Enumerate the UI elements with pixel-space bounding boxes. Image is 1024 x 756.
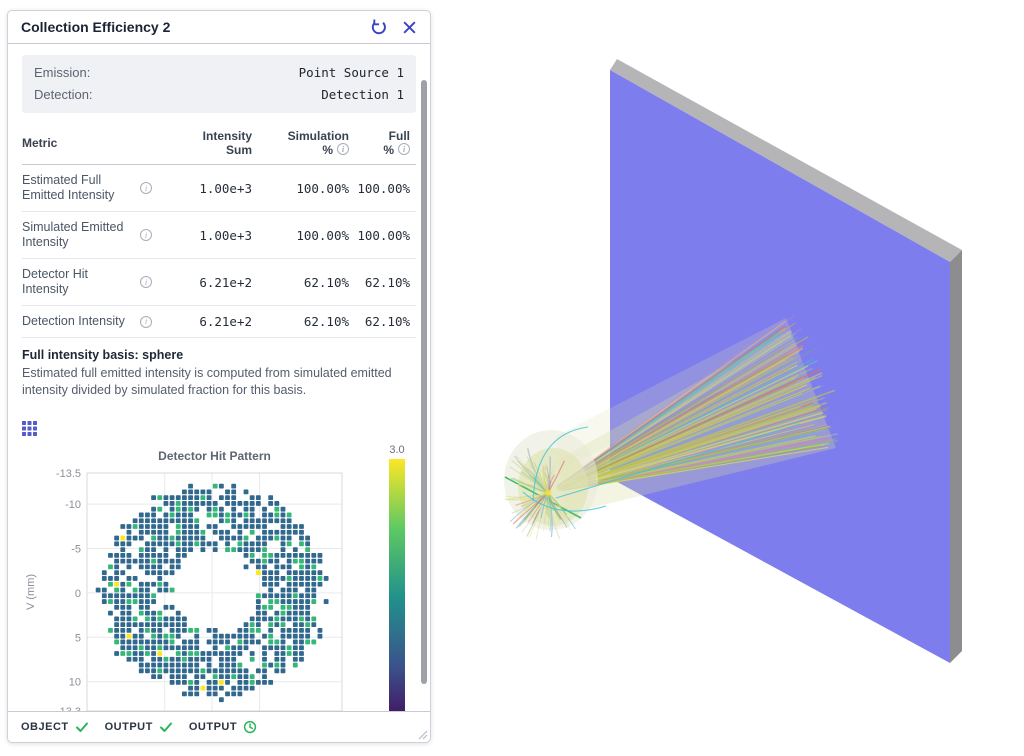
collection-efficiency-panel: Collection Efficiency 2 Emission: Point … <box>7 10 431 743</box>
full-pct-value: 100.00% <box>357 180 410 196</box>
info-icon[interactable]: i <box>140 182 152 194</box>
emission-label: Emission: <box>34 65 91 80</box>
beam-haze <box>556 318 800 470</box>
emission-source <box>545 490 551 496</box>
hit-markers <box>95 483 329 703</box>
detection-row: Detection: Detection 1 <box>34 84 404 106</box>
basis-description: Estimated full emitted intensity is comp… <box>22 366 392 397</box>
intensity-sum-value: 6.21e+2 <box>199 314 252 329</box>
status-label: OBJECT <box>21 721 69 733</box>
intensity-sum-value: 6.21e+2 <box>199 274 252 290</box>
info-icon[interactable]: i <box>140 315 152 328</box>
info-icon[interactable]: i <box>140 229 152 241</box>
table-row: Detector Hit Intensity i 6.21e+2 62.10% 62.1… <box>22 259 416 306</box>
status-item-object[interactable]: OBJECT <box>21 720 89 734</box>
ray-arc <box>522 491 607 512</box>
panel-header: Collection Efficiency 2 <box>8 11 430 44</box>
full-pct-value: 62.10% <box>364 314 410 329</box>
metrics-table: Metric Intensity Sum Simulation % i Full % i … <box>22 125 416 338</box>
info-icon[interactable]: i <box>140 276 152 288</box>
table-row: Detection Intensity i 6.21e+2 62.10% 62.10% <box>22 306 416 338</box>
panel-content: Emission: Point Source 1 Detection: Dete… <box>8 44 430 711</box>
simulation-pct-value: 100.00% <box>296 227 349 243</box>
svg-text:-10: -10 <box>65 499 81 511</box>
close-button[interactable] <box>402 20 417 35</box>
full-pct-value: 62.10% <box>364 274 410 290</box>
status-items: OBJECT OUTPUT OUTPUT <box>21 720 257 734</box>
colorbar: 3.00 <box>389 444 405 711</box>
check-icon <box>159 722 172 732</box>
y-axis-label: V (mm) <box>25 574 37 610</box>
basis-heading: Full intensity basis: sphere <box>22 348 184 362</box>
column-header-metric: Metric <box>22 136 58 150</box>
column-header-intensity-sum: Intensity Sum <box>202 129 252 157</box>
table-grid-icon <box>22 421 37 436</box>
resize-handle[interactable] <box>416 728 428 740</box>
info-icon[interactable]: i <box>337 143 349 156</box>
ray-arc <box>555 423 801 499</box>
status-item-output[interactable]: OUTPUT <box>189 720 257 734</box>
svg-text:-5: -5 <box>71 543 81 555</box>
simulation-pct-value: 100.00% <box>296 180 349 196</box>
svg-text:-13.5: -13.5 <box>56 468 81 480</box>
metric-name: Estimated Full Emitted Intensity <box>22 173 115 202</box>
metric-name: Detector Hit Intensity <box>22 267 88 296</box>
page-title: Collection Efficiency 2 <box>21 19 171 35</box>
detection-value: Detection 1 <box>321 87 404 102</box>
emission-row: Emission: Point Source 1 <box>34 62 404 84</box>
status-bar: OBJECT OUTPUT OUTPUT <box>8 711 430 742</box>
svg-text:0: 0 <box>75 588 81 600</box>
table-row: Estimated Full Emitted Intensity i 1.00e+3… <box>22 165 416 212</box>
svg-text:13.3: 13.3 <box>60 706 81 711</box>
detection-label: Detection: <box>34 87 93 102</box>
svg-text:5: 5 <box>75 632 81 644</box>
clock-icon <box>243 720 257 734</box>
ray-arc <box>532 426 589 502</box>
chart-title: Detector Hit Pattern <box>158 449 271 463</box>
status-item-output[interactable]: OUTPUT <box>105 720 173 734</box>
table-row: Simulated Emitted Intensity i 1.00e+3 100.0… <box>22 212 416 259</box>
column-header-full-%: Full % i <box>383 129 410 157</box>
column-header-simulation-%: Simulation % i <box>287 129 349 157</box>
scrollbar-thumb[interactable] <box>421 80 427 684</box>
status-label: OUTPUT <box>104 721 153 733</box>
hit-pattern-chart[interactable]: Detector Hit Pattern-13.5-10-5051013.3-1… <box>22 443 418 711</box>
summary-box: Emission: Point Source 1 Detection: Dete… <box>22 55 416 113</box>
svg-text:10: 10 <box>69 677 81 689</box>
metrics-table-body: Estimated Full Emitted Intensity i 1.00e+3… <box>22 165 416 338</box>
emission-value: Point Source 1 <box>298 65 404 80</box>
refresh-button[interactable] <box>369 18 388 37</box>
status-label: OUTPUT <box>188 721 238 733</box>
check-icon <box>75 722 88 732</box>
axis-tick-labels: -13.5-10-5051013.3-13.2-50513.7 <box>56 468 81 711</box>
colorbar-max-label: 3.0 <box>389 444 404 456</box>
metric-name: Detection Intensity <box>22 314 125 328</box>
refresh-icon <box>371 19 386 34</box>
intensity-sum-value: 1.00e+3 <box>199 227 252 243</box>
metrics-table-header: Metric Intensity Sum Simulation % i Full % i <box>22 125 416 165</box>
full-pct-value: 100.00% <box>357 227 410 243</box>
basis-section: Full intensity basis: sphere Estimated f… <box>22 348 416 399</box>
simulation-pct-value: 62.10% <box>303 274 349 290</box>
simulation-pct-value: 62.10% <box>303 314 349 329</box>
metric-name: Simulated Emitted Intensity <box>22 220 124 249</box>
close-icon <box>403 20 416 34</box>
table-view-button[interactable] <box>22 421 37 439</box>
info-icon[interactable]: i <box>398 143 410 156</box>
intensity-sum-value: 1.00e+3 <box>199 180 252 196</box>
